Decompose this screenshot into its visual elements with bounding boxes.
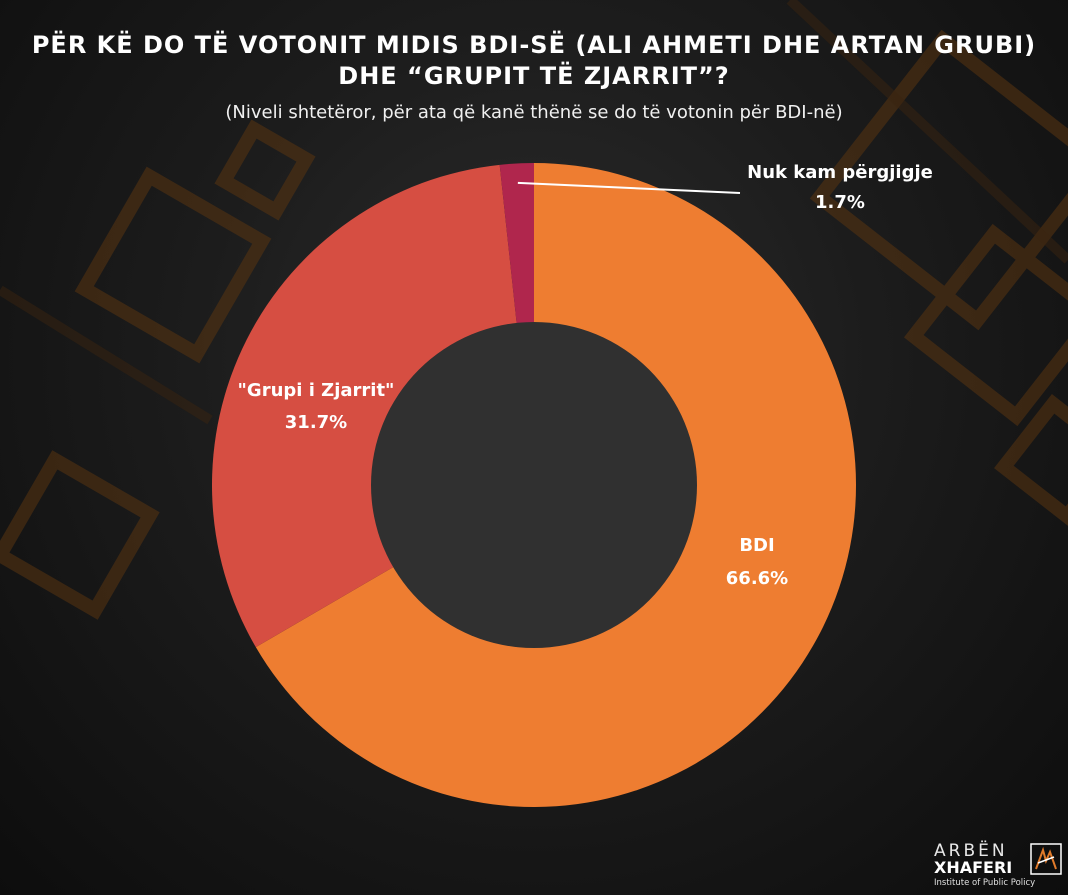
slice-value-2: 1.7% [815, 192, 865, 213]
chart-title: PËR KË DO TË VOTONIT MIDIS BDI-SË (ALI A… [31, 31, 1037, 90]
slice-label-2: Nuk kam përgjigje [747, 162, 933, 183]
donut-hole [371, 322, 697, 648]
slice-label-1: "Grupi i Zjarrit" [238, 380, 395, 401]
slice-value-1: 31.7% [285, 412, 347, 433]
logo-line-1: ARBËN [934, 841, 1008, 861]
chart-subtitle: (Niveli shtetëror, për ata që kanë thënë… [225, 102, 843, 123]
slice-label-0: BDI [739, 535, 774, 556]
institute-logo: ARBËN XHAFERI Institute of Public Policy [934, 841, 1064, 891]
leader-line [517, 181, 741, 194]
slice-value-0: 66.6% [726, 568, 788, 589]
logo-line-2: XHAFERI [934, 858, 1013, 877]
logo-line-3: Institute of Public Policy [934, 878, 1036, 888]
logo-mark-icon [1030, 843, 1062, 875]
